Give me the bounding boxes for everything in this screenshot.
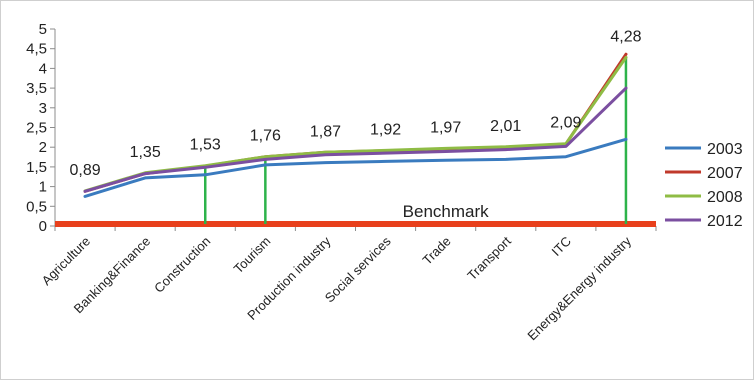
legend-label: 2007 — [707, 165, 743, 182]
data-label: 4,28 — [610, 28, 641, 45]
benchmark-label: Benchmark — [403, 202, 489, 221]
legend-label: 2012 — [707, 213, 743, 230]
y-tick-label: 1,5 — [26, 159, 47, 176]
y-tick-label: 5 — [39, 21, 47, 38]
legend-label: 2003 — [707, 141, 743, 158]
legend-label: 2008 — [707, 189, 743, 206]
data-label: 2,01 — [490, 118, 521, 135]
x-category-label: Tourism — [231, 234, 274, 277]
data-label: 1,87 — [310, 123, 341, 140]
y-tick-label: 3,5 — [26, 80, 47, 97]
data-label: 1,35 — [130, 144, 161, 161]
series-line-2012 — [83, 86, 628, 193]
y-tick-label: 1 — [39, 179, 47, 196]
series-line-2003 — [83, 137, 628, 198]
y-tick-label: 2 — [39, 139, 47, 156]
data-label: 1,76 — [250, 128, 281, 145]
x-category-label: Trade — [419, 234, 453, 268]
data-label: 1,92 — [370, 121, 401, 138]
y-tick-label: 0 — [39, 218, 47, 235]
x-category-label: ITC — [549, 234, 574, 259]
data-label: 1,97 — [430, 119, 461, 136]
x-category-label: Energy&Energy industry — [524, 233, 634, 343]
y-tick-label: 4,5 — [26, 41, 47, 58]
x-category-label: Construction — [151, 234, 213, 296]
x-category-label: Agriculture — [39, 234, 94, 289]
y-tick-label: 3 — [39, 100, 47, 117]
data-label: 2,09 — [550, 115, 581, 132]
y-tick-label: 4 — [39, 60, 47, 77]
x-category-label: Transport — [464, 233, 514, 283]
data-label: 1,53 — [190, 137, 221, 154]
y-tick-label: 0,5 — [26, 198, 47, 215]
data-label: 0,89 — [69, 162, 100, 179]
y-tick-label: 2,5 — [26, 120, 47, 137]
